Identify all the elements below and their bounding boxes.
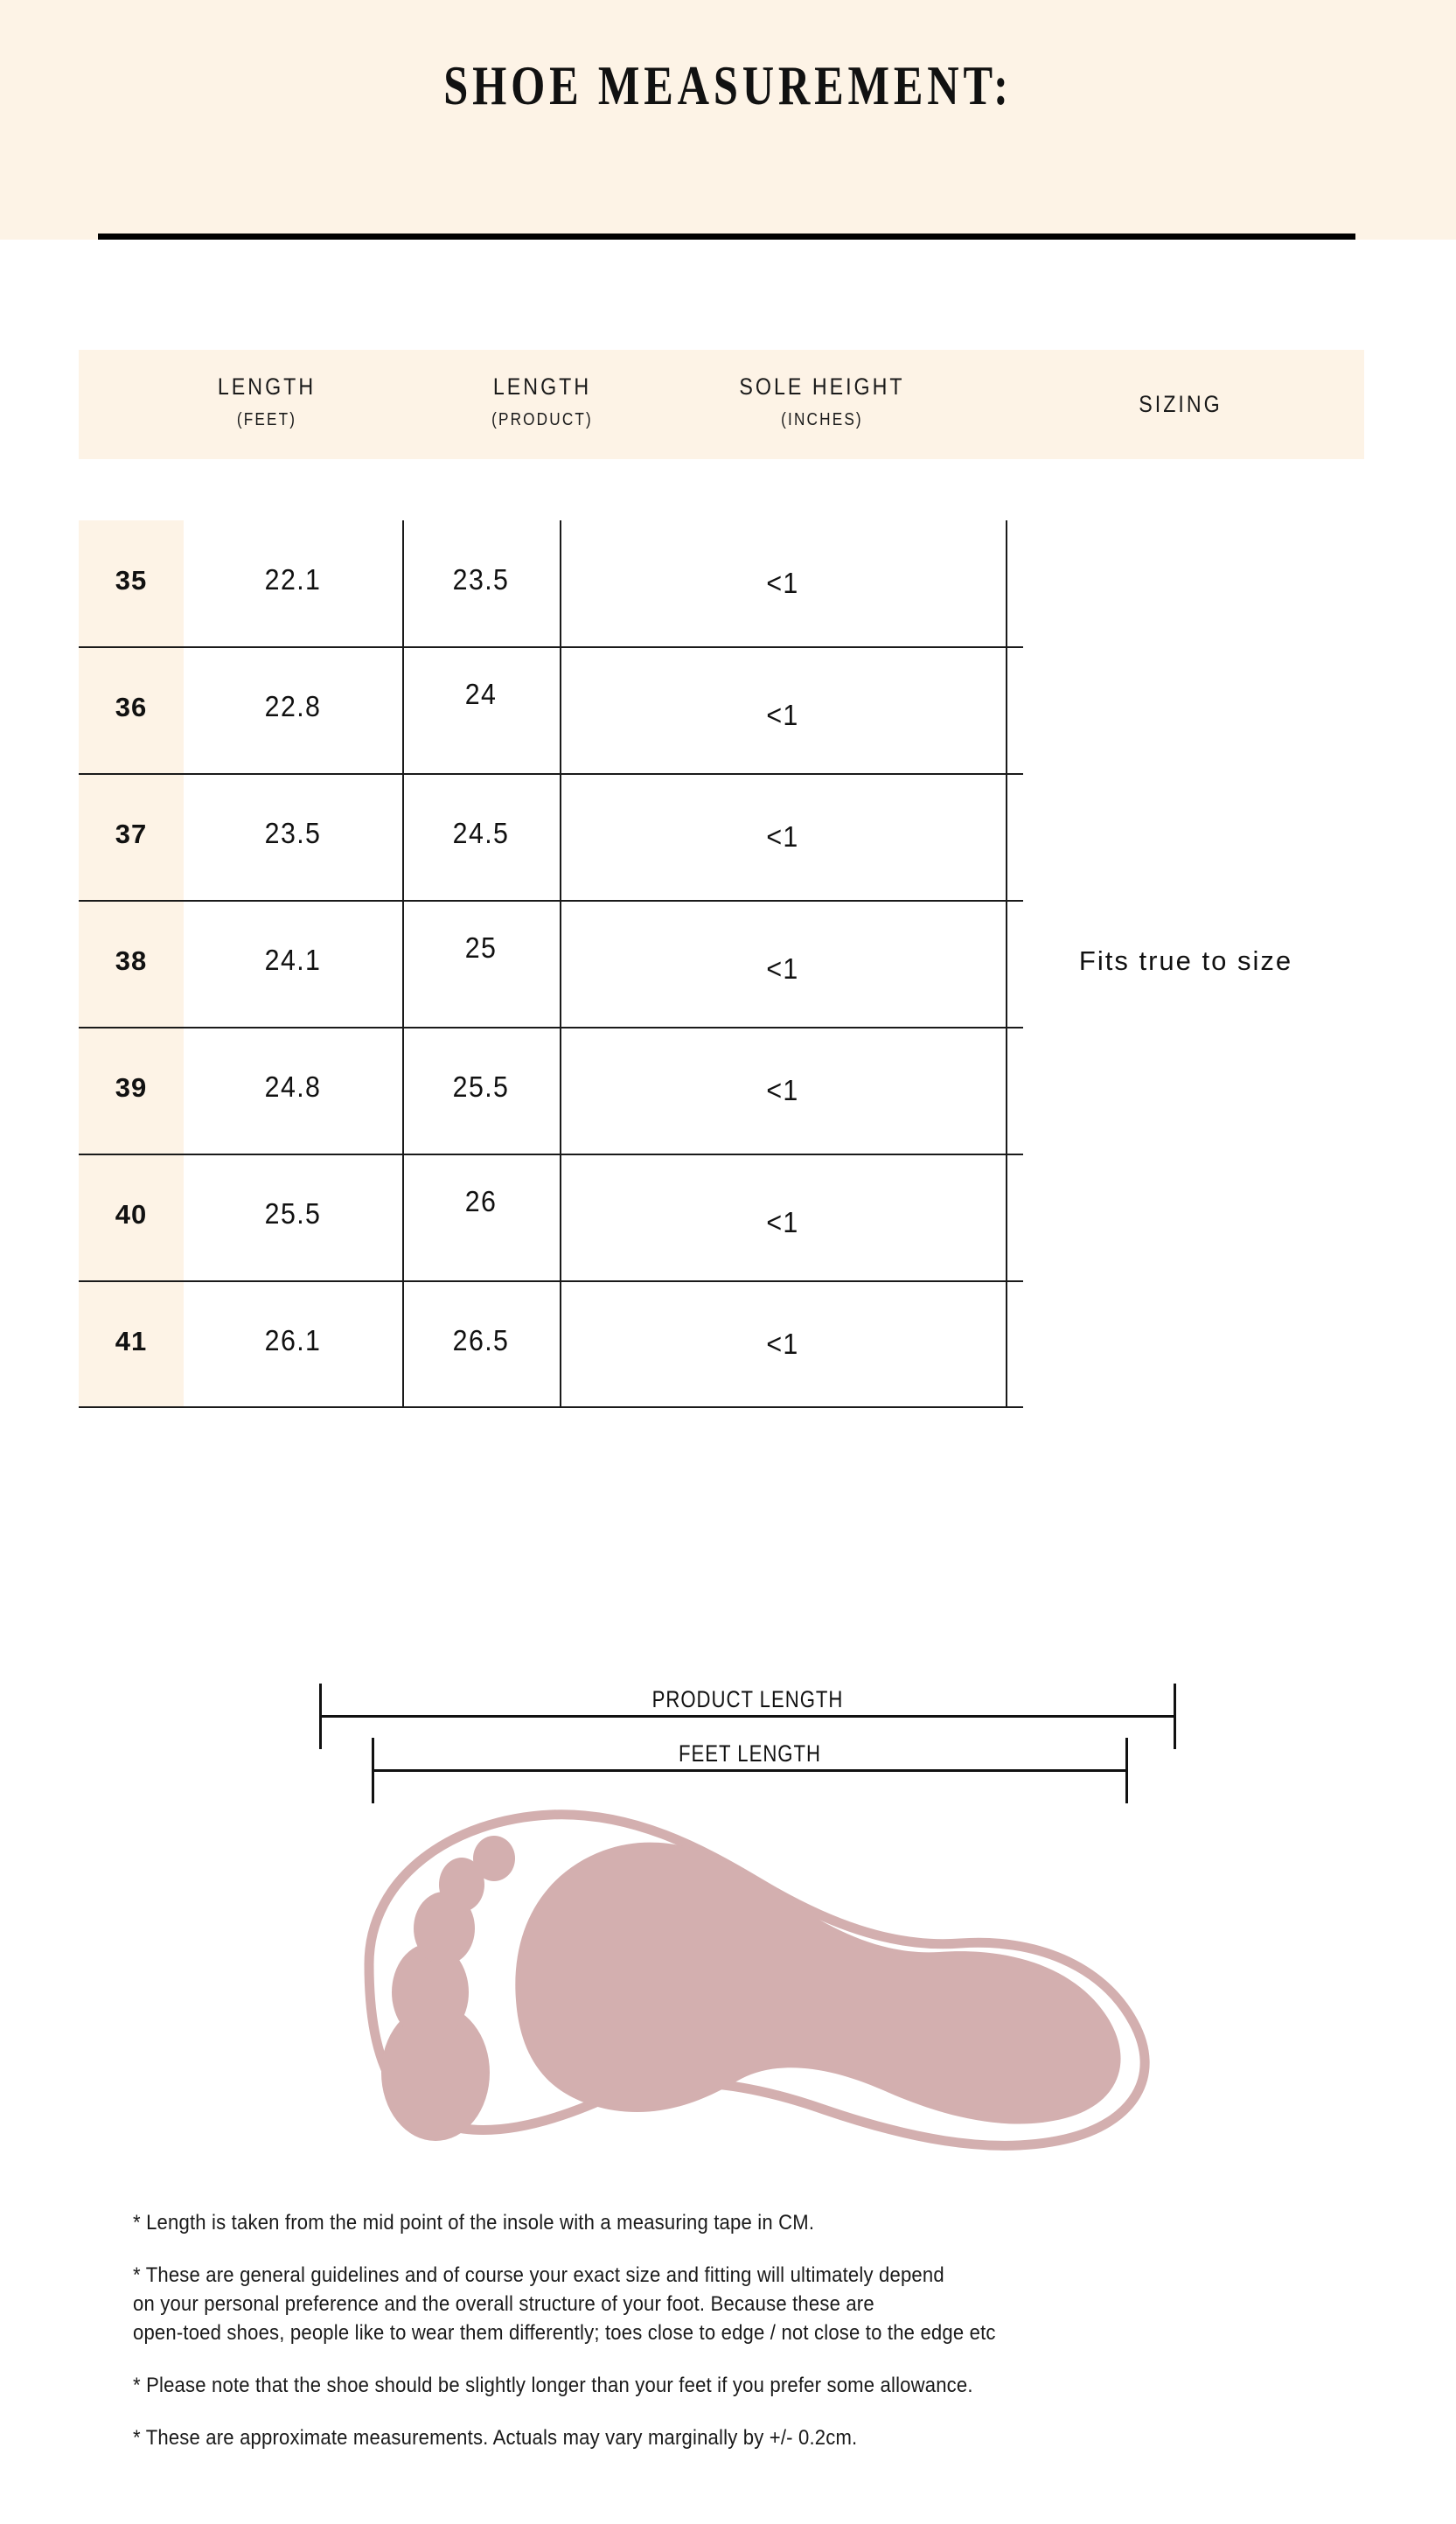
table-cell-length-product: 24.5 [452,816,510,849]
footnotes: * Length is taken from the mid point of … [133,2208,1357,2476]
column-divider-2 [560,520,561,1408]
table-cell-sole-height: <1 [766,566,799,599]
size-column-background [79,520,184,1408]
table-cell-sole-height: <1 [766,1073,799,1106]
table-body: Fits true to size 35 22.1 23.5 <1 36 22.8 24 <1… [79,520,1364,1408]
column-header-length-feet-main: LENGTH [217,373,317,400]
table-cell-sole-height: <1 [766,952,799,985]
column-header-length-product-sub: (PRODUCT) [491,410,593,429]
table-cell-length-feet: 22.8 [264,689,322,722]
table-cell-size: 41 [115,1325,148,1356]
footprint-icon [364,1809,1150,2151]
table-cell-sole-height: <1 [766,1327,799,1360]
table-cell-size: 40 [115,1198,148,1230]
title-divider [98,234,1355,240]
toe-second [392,1943,469,2041]
column-header-length-product: LENGTH (PRODUCT) [407,350,678,459]
table-cell-length-product: 26.5 [452,1323,510,1356]
row-divider [79,900,1023,902]
toe-fourth [439,1858,484,1912]
table-cell-sole-height: <1 [766,698,799,731]
table-cell-length-feet: 23.5 [264,816,322,849]
toe-big [381,2005,490,2141]
table-cell-size: 38 [115,945,148,976]
table-cell-length-product: 23.5 [452,562,510,596]
column-header-sole-height-sub: (INCHES) [781,410,863,429]
page-title: SHOE MEASUREMENT: [443,55,1013,116]
table-cell-size: 39 [115,1071,148,1103]
row-divider [79,1406,1023,1408]
table-cell-length-product: 24 [464,677,498,710]
table-cell-length-feet: 26.1 [264,1323,322,1356]
row-divider [79,646,1023,648]
title-banner: SHOE MEASUREMENT: [0,0,1456,240]
feet-length-line [372,1769,1128,1772]
table-cell-size: 35 [115,564,148,596]
footnote: * These are approximate measurements. Ac… [133,2426,858,2450]
product-length-line [319,1715,1176,1718]
footnote: * Length is taken from the mid point of … [133,2211,815,2235]
table-cell-size: 36 [115,691,148,722]
product-length-cap-left [319,1684,322,1749]
table-cell-sole-height: <1 [766,1205,799,1238]
table-cell-length-product: 25 [464,931,498,964]
table-cell-length-feet: 25.5 [264,1196,322,1230]
column-header-sizing: SIZING [997,350,1364,459]
table-cell-length-product: 25.5 [452,1070,510,1103]
column-header-sole-height: SOLE HEIGHT (INCHES) [673,350,971,459]
column-header-length-feet-sub: (FEET) [236,410,297,429]
row-divider [79,773,1023,775]
table-header-row: LENGTH (FEET) LENGTH (PRODUCT) SOLE HEIG… [79,350,1364,459]
product-length-cap-right [1174,1684,1176,1749]
feet-length-label: FEET LENGTH [679,1740,821,1767]
table-cell-length-feet: 24.8 [264,1070,322,1103]
footnote: * These are general guidelines and of co… [133,2263,996,2345]
table-cell-length-feet: 22.1 [264,562,322,596]
size-table: LENGTH (FEET) LENGTH (PRODUCT) SOLE HEIG… [79,350,1364,1408]
feet-length-cap-right [1125,1738,1128,1803]
footprint-outline [364,1809,1150,2151]
feet-length-cap-left [372,1738,374,1803]
table-cell-sole-height: <1 [766,819,799,853]
column-header-length-product-main: LENGTH [492,373,592,400]
row-divider [79,1280,1023,1282]
table-cell-length-feet: 24.1 [264,943,322,976]
column-header-sizing-main: SIZING [1139,391,1223,417]
table-cell-length-product: 26 [464,1184,498,1217]
product-length-label: PRODUCT LENGTH [651,1686,844,1712]
column-divider-1 [402,520,404,1408]
measurement-diagram: PRODUCT LENGTH FEET LENGTH [0,1618,1456,2178]
row-divider [79,1154,1023,1155]
footprint-sole [515,1842,1121,2124]
toe-little [473,1836,515,1881]
row-divider [79,1027,1023,1028]
footnote: * Please note that the shoe should be sl… [133,2374,973,2397]
table-cell-size: 37 [115,818,148,849]
sizing-note: Fits true to size [1078,945,1293,976]
column-header-length-feet: LENGTH (FEET) [131,350,402,459]
column-header-sole-height-main: SOLE HEIGHT [739,373,905,400]
column-divider-3 [1006,520,1007,1408]
